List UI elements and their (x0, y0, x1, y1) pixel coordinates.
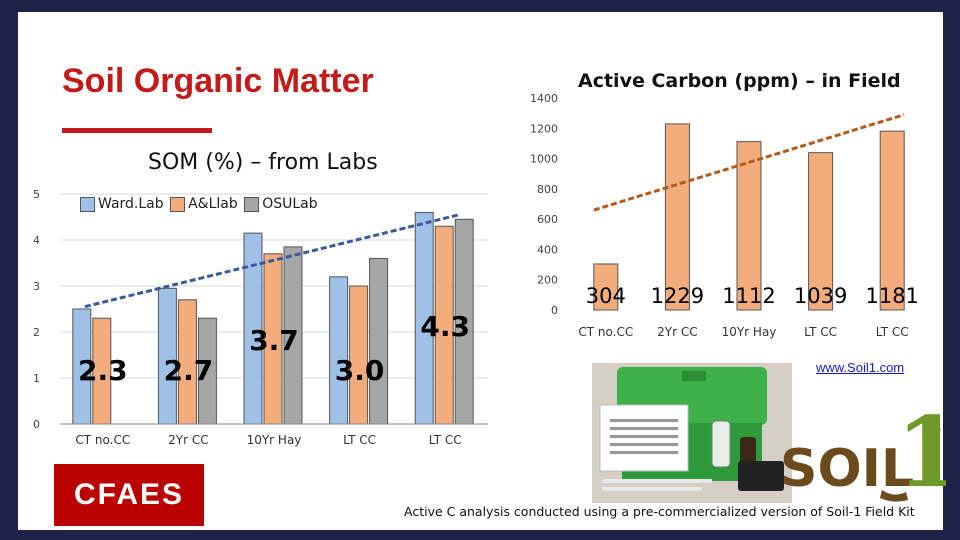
cfaes-logo: CFAES (54, 464, 204, 526)
som-trendline (84, 213, 460, 309)
ac-ytick-5: 1000 (530, 153, 558, 166)
title-underline (62, 128, 212, 133)
ac-xtick-2: 10Yr Hay (722, 325, 777, 339)
ac-bar-2 (736, 141, 762, 311)
leaf-icon (922, 427, 941, 439)
ac-ytick-7: 1400 (530, 92, 558, 105)
som-data-label-4: 4.3 (420, 310, 470, 343)
legend-label-osulab: OSULab (262, 196, 318, 212)
som-data-label-0: 2.3 (78, 354, 128, 387)
ac-trendline (593, 113, 905, 212)
legend-item-allab: A&Llab (170, 196, 238, 212)
ac-xtick-0: CT no.CC (578, 325, 633, 339)
soil1-logo-number: 1 (896, 396, 946, 504)
ac-ytick-1: 200 (537, 274, 558, 287)
ac-ytick-4: 800 (537, 183, 558, 196)
legend-label-allab: A&Llab (188, 196, 238, 212)
ac-bar-0 (593, 263, 619, 311)
active-carbon-chart-title: Active Carbon (ppm) – in Field (578, 70, 901, 92)
ac-ytick-3: 600 (537, 213, 558, 226)
legend-item-wardlab: Ward.Lab (80, 196, 164, 212)
som-chart-title: SOM (%) – from Labs (148, 150, 378, 175)
root-icon (880, 490, 908, 502)
cfaes-logo-text: CFAES (73, 478, 185, 511)
som-xtick-1: 2Yr CC (168, 433, 208, 447)
slide: Soil Organic Matter SOM (%) – from Labs … (18, 12, 946, 530)
soil1-logo: SOIL 1 (780, 396, 946, 504)
ac-xtick-4: LT CC (876, 325, 909, 339)
som-ytick-3: 3 (33, 280, 40, 293)
legend-label-wardlab: Ward.Lab (98, 196, 164, 212)
som-legend: Ward.Lab A&Llab OSULab (80, 196, 320, 216)
ac-data-label-1: 1229 (651, 284, 704, 308)
som-xtick-0: CT no.CC (75, 433, 130, 447)
legend-swatch-osulab (244, 196, 260, 212)
ac-ytick-6: 1200 (530, 122, 558, 135)
som-chart: 0 1 2 3 4 5 CT no.CC 2.3 2Yr CC 2.7 10Yr Hay 3.7 LT … (33, 188, 488, 447)
caption: Active C analysis conducted using a pre-… (404, 504, 915, 519)
soil1-website-link[interactable]: www.Soil1.com (816, 360, 905, 375)
ac-bar-1 (664, 123, 690, 311)
ac-ytick-0: 0 (551, 304, 558, 317)
legend-item-osulab: OSULab (244, 196, 318, 212)
ac-xtick-3: LT CC (804, 325, 837, 339)
som-ytick-1: 1 (33, 372, 40, 385)
ac-data-label-2: 1112 (722, 284, 775, 308)
som-xtick-3: LT CC (343, 433, 376, 447)
ac-xtick-1: 2Yr CC (657, 325, 697, 339)
som-xtick-4: LT CC (429, 433, 462, 447)
legend-swatch-allab (170, 196, 186, 212)
kit-illustration (592, 363, 792, 503)
som-data-label-3: 3.0 (335, 354, 385, 387)
som-data-label-2: 3.7 (249, 324, 299, 357)
ac-data-label-0: 304 (586, 284, 626, 308)
som-ytick-4: 4 (33, 234, 40, 247)
soil1-kit-photo (592, 363, 792, 503)
active-carbon-chart: 0 200 400 600 800 1000 1200 1400 304 CT no.CC 1229… (530, 92, 919, 339)
ac-data-label-3: 1039 (794, 284, 847, 308)
legend-swatch-wardlab (80, 196, 95, 212)
som-ytick-0: 0 (33, 418, 40, 431)
page-title: Soil Organic Matter (62, 62, 374, 100)
ac-bar-3 (808, 152, 834, 311)
ac-ytick-2: 400 (537, 243, 558, 256)
soil1-logo-text: SOIL (780, 439, 914, 499)
som-data-label-1: 2.7 (164, 354, 214, 387)
ac-bar-4 (879, 130, 905, 311)
ac-data-label-4: 1181 (865, 284, 918, 308)
som-xtick-2: 10Yr Hay (247, 433, 302, 447)
som-ytick-5: 5 (33, 188, 40, 201)
som-ytick-2: 2 (33, 326, 40, 339)
